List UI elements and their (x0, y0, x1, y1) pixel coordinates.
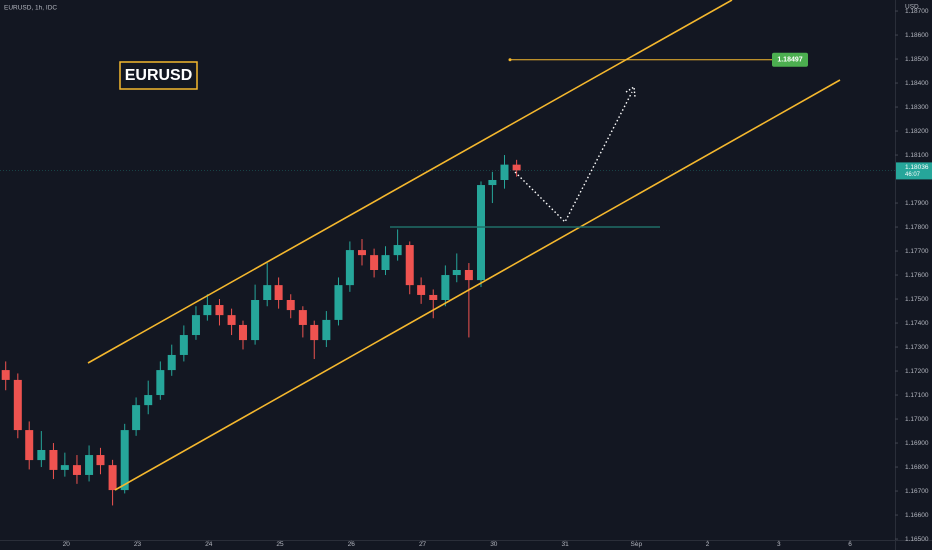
candle-body (345, 250, 354, 286)
x-tick-label: 23 (134, 541, 142, 548)
candle-body (476, 185, 485, 281)
candle-body (298, 310, 307, 325)
y-tick-label: 1.16700 (905, 488, 929, 495)
target-anchor (508, 58, 512, 62)
x-tick-label: 25 (276, 541, 284, 548)
candle-body (429, 294, 438, 300)
candle-body (108, 465, 117, 491)
candle-body (263, 285, 272, 300)
candle-body (25, 430, 34, 461)
candles (1, 155, 521, 506)
drawings: EURUSD (87, 0, 841, 491)
x-tick-label: 2 (706, 541, 710, 548)
y-tick-label: 1.18100 (905, 152, 929, 159)
candle-body (203, 305, 212, 316)
candle-body (464, 270, 473, 281)
y-tick-label: 1.18300 (905, 104, 929, 111)
candle-body (72, 465, 81, 475)
symbol-header: EURUSD, 1h, IDC (4, 5, 57, 12)
y-tick-label: 1.17700 (905, 248, 929, 255)
candle-body (417, 285, 426, 295)
candle-body (49, 450, 58, 470)
y-tick-label: 1.17300 (905, 344, 929, 351)
candle-body (405, 245, 414, 286)
countdown-label: 46:07 (905, 172, 921, 178)
x-tick-label: 6 (848, 541, 852, 548)
channel-upper (87, 0, 733, 364)
title: EURUSD (125, 67, 193, 84)
y-tick-label: 1.17600 (905, 272, 929, 279)
y-tick-label: 1.16800 (905, 464, 929, 471)
candle-body (191, 315, 200, 336)
candle-body (286, 300, 295, 311)
candle-body (85, 455, 94, 475)
y-tick-label: 1.17100 (905, 392, 929, 399)
candle-body (37, 450, 46, 461)
x-tick-label: 26 (348, 541, 356, 548)
candle-body (60, 465, 69, 470)
candle-body (1, 370, 10, 380)
candle-body (370, 255, 379, 270)
candle-body (132, 405, 141, 431)
y-tick-label: 1.17400 (905, 320, 929, 327)
candle-body (381, 255, 390, 270)
x-tick-label: 20 (63, 541, 71, 548)
title-box (119, 61, 198, 90)
y-tick-label: 1.18400 (905, 80, 929, 87)
candle-body (120, 430, 129, 491)
x-tick-label: Sep (631, 541, 643, 548)
candle-body (215, 305, 224, 316)
y-tick-label: 1.17900 (905, 200, 929, 207)
channel-lower (114, 79, 841, 491)
candle-body (227, 315, 236, 325)
last-price-label: 1.18036 (905, 164, 929, 171)
candle-body (144, 395, 153, 406)
candle-body (322, 319, 331, 341)
candle-body (156, 370, 165, 396)
candle-body (500, 164, 509, 180)
candle-body (310, 324, 319, 341)
candle-body (274, 285, 283, 300)
candle-body (334, 285, 343, 320)
y-tick-label: 1.18700 (905, 8, 929, 15)
y-tick-label: 1.16500 (905, 536, 929, 543)
y-tick-label: 1.17500 (905, 296, 929, 303)
y-tick-label: 1.17800 (905, 224, 929, 231)
candle-body (179, 335, 188, 355)
y-tick-label: 1.16600 (905, 512, 929, 519)
y-tick-label: 1.18600 (905, 32, 929, 39)
candle-body (238, 324, 247, 341)
target-label-box (772, 52, 808, 67)
candle-body (452, 270, 461, 276)
y-tick-label: 1.16900 (905, 440, 929, 447)
x-tick-label: 24 (205, 541, 213, 548)
candle-body (167, 354, 176, 371)
y-tick-label: 1.17000 (905, 416, 929, 423)
x-tick-label: 27 (419, 541, 427, 548)
candle-body (357, 250, 366, 256)
x-tick-label: 31 (561, 541, 569, 548)
candle-body (251, 300, 260, 341)
projection-path (514, 91, 633, 224)
candle-body (393, 245, 402, 256)
candle-body (488, 180, 497, 186)
candle-body (13, 379, 22, 431)
currency-label: USD (905, 4, 919, 11)
candle-body (441, 275, 450, 300)
x-tick-label: 3 (777, 541, 781, 548)
x-tick-label: 30 (490, 541, 498, 548)
y-tick-label: 1.17200 (905, 368, 929, 375)
y-tick-label: 1.18500 (905, 56, 929, 63)
candle-body (512, 164, 521, 171)
y-tick-label: 1.18200 (905, 128, 929, 135)
candle-body (96, 455, 105, 466)
target-label: 1.18497 (777, 57, 802, 64)
last-price-box (896, 162, 932, 180)
